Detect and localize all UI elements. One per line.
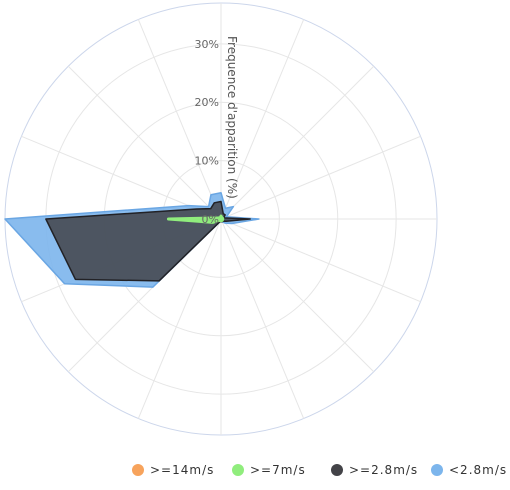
legend-label-3: <2.8m/s xyxy=(449,463,507,477)
grid-spoke-2 xyxy=(220,65,375,220)
legend-item-0[interactable]: >=14m/s xyxy=(132,463,214,477)
r-tick-label-2: 20% xyxy=(195,96,219,109)
grid-spoke-9 xyxy=(137,218,222,419)
radial-tick-labels: 0% 10% 20% 30% xyxy=(195,38,219,226)
grid-spoke-6 xyxy=(220,218,375,373)
r-tick-label-3: 30% xyxy=(195,38,219,51)
legend-item-3[interactable]: <2.8m/s xyxy=(431,463,507,477)
radial-axis-title: Frequence d'apparition (%) xyxy=(225,36,239,199)
legend-item-2[interactable]: >=2.8m/s xyxy=(331,463,418,477)
legend-marker-2 xyxy=(331,464,343,476)
grid-spoke-3 xyxy=(220,135,421,220)
legend-label-2: >=2.8m/s xyxy=(349,463,418,477)
legend[interactable]: >=14m/s >=7m/s >=2.8m/s <2.8m/s xyxy=(132,463,507,477)
series-area-2 xyxy=(166,214,225,224)
series-layer xyxy=(4,191,260,288)
legend-marker-0 xyxy=(132,464,144,476)
legend-marker-1 xyxy=(232,464,244,476)
grid-spoke-14 xyxy=(67,65,222,220)
r-tick-label-0: 0% xyxy=(202,213,219,226)
legend-label-1: >=7m/s xyxy=(250,463,306,477)
legend-marker-3 xyxy=(431,464,443,476)
grid-spoke-1 xyxy=(220,19,305,220)
r-tick-label-1: 10% xyxy=(195,155,219,168)
legend-label-0: >=14m/s xyxy=(150,463,214,477)
legend-item-1[interactable]: >=7m/s xyxy=(232,463,306,477)
grid-spoke-5 xyxy=(220,218,421,303)
grid-spoke-15 xyxy=(137,19,222,220)
grid-spoke-7 xyxy=(220,218,305,419)
